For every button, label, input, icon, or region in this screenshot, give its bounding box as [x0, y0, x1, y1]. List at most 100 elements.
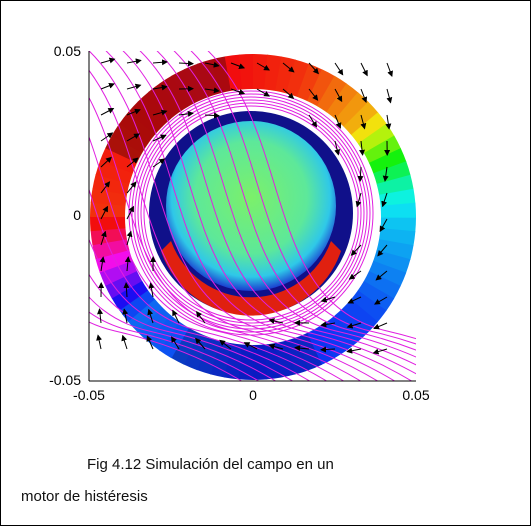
field-arrow: [196, 310, 206, 324]
field-arrow: [346, 347, 362, 354]
field-arrow: [147, 308, 154, 324]
field-arrow: [204, 112, 220, 119]
field-arrow: [382, 166, 389, 182]
ring-segment: [286, 59, 310, 97]
field-arrow: [308, 62, 319, 75]
field-arrow: [357, 166, 364, 182]
field-arrow: [126, 83, 142, 90]
field-arrow: [178, 60, 194, 67]
field-line: [207, 51, 416, 340]
field-line: [137, 99, 365, 327]
field-arrow: [360, 114, 367, 130]
field-arrow: [152, 109, 168, 116]
field-arrow: [256, 88, 270, 97]
field-arrow: [171, 336, 180, 350]
field-arrow: [152, 59, 168, 66]
field-arrow: [320, 296, 336, 303]
ring-segment: [326, 83, 359, 120]
field-arrow: [334, 62, 344, 76]
ring-segment: [147, 314, 180, 351]
field-arrow: [126, 133, 140, 142]
ring-segment: [95, 160, 133, 184]
field-arrow: [308, 88, 319, 101]
ring-segment: [363, 135, 401, 164]
rotor-hot-zone: [161, 241, 341, 316]
ring-segment: [357, 123, 395, 154]
field-arrow: [122, 308, 129, 324]
rotor-core: [166, 121, 336, 291]
field-arrow: [334, 114, 342, 129]
ring-segment: [137, 91, 172, 127]
stator-ring: [89, 53, 416, 381]
ring-segment: [379, 228, 416, 246]
ring-segment: [343, 101, 379, 136]
field-arrow: [308, 114, 318, 128]
field-arrow: [334, 140, 341, 156]
field-arrows: [96, 57, 393, 355]
field-arrow: [294, 345, 310, 352]
field-arrow: [126, 181, 137, 194]
field-line: [190, 51, 416, 345]
field-arrow: [256, 62, 270, 71]
field-arrow: [204, 87, 220, 94]
field-arrow: [100, 82, 115, 90]
field-arrow: [282, 88, 295, 99]
field-plot: [89, 51, 416, 381]
ring-segment: [285, 337, 309, 375]
ring-segment: [111, 280, 149, 311]
ring-segment: [90, 227, 127, 246]
field-arrow: [334, 88, 343, 103]
field-arrow: [386, 62, 393, 78]
x-tick-label: 0.05: [402, 387, 429, 403]
ring-segment: [357, 281, 395, 312]
field-arrow: [204, 61, 220, 68]
caption-line: motor de histéresis: [21, 488, 148, 505]
ring-segment: [317, 75, 348, 113]
ring-segment: [380, 217, 416, 232]
ring-segment: [210, 340, 231, 378]
ring-segment: [363, 271, 401, 300]
field-arrow: [100, 205, 108, 220]
field-arrow: [372, 348, 388, 355]
field-arrow: [100, 108, 115, 116]
field-arrow: [379, 218, 388, 233]
field-arrow: [348, 270, 362, 280]
ring-segment: [264, 54, 282, 91]
field-arrow: [121, 334, 128, 350]
field-arrow: [219, 339, 232, 350]
field-arrow: [152, 84, 168, 91]
y-tick-label: 0.05: [54, 43, 81, 59]
ring-segment: [105, 134, 143, 163]
field-line: [143, 105, 359, 321]
field-arrow: [100, 132, 114, 142]
field-arrow: [99, 256, 106, 272]
field-arrow: [346, 322, 362, 329]
field-arrow: [385, 114, 392, 130]
field-line: [89, 273, 294, 381]
field-arrow: [350, 244, 362, 256]
ring-segment: [238, 53, 254, 90]
field-arrow: [373, 322, 388, 330]
field-arrow: [100, 230, 107, 246]
field-arrow: [123, 282, 130, 298]
ring-segment: [119, 111, 156, 144]
ring-segment: [184, 63, 210, 101]
field-line: [89, 69, 379, 381]
ring-segment: [335, 92, 369, 127]
field-arrow: [100, 57, 116, 64]
figure: 0.05 0 -0.05 -0.05 0 0.05: [49, 43, 430, 403]
ring-segment: [275, 56, 296, 94]
field-arrow: [97, 308, 104, 324]
ring-segment: [351, 112, 387, 144]
field-arrow: [172, 309, 180, 324]
x-tick-label: 0: [249, 387, 257, 403]
field-line: [173, 51, 416, 351]
field-line: [89, 135, 345, 381]
ring-segment: [326, 315, 358, 351]
field-arrow: [282, 62, 295, 73]
field-arrow: [268, 318, 284, 324]
field-arrow: [375, 270, 388, 281]
ring-segment: [350, 290, 387, 323]
y-tick-label: 0: [73, 207, 81, 223]
